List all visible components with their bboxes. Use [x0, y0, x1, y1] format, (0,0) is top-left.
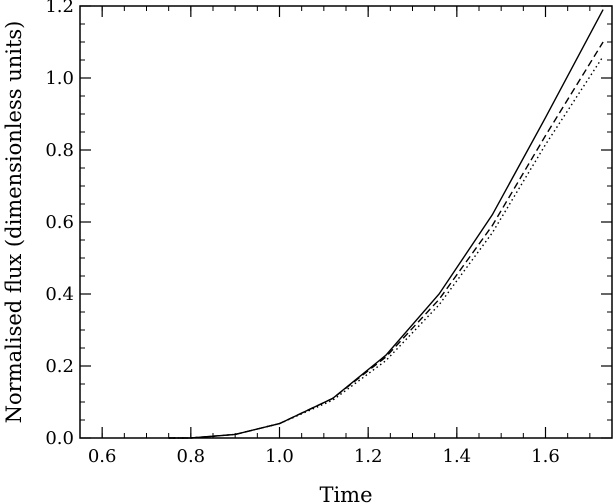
plot-frame — [79, 5, 613, 439]
x-tick-label: 1.0 — [265, 446, 294, 467]
y-tick-label: 0.0 — [45, 428, 74, 449]
y-axis-ticks: 0.0 0.2 0.4 0.6 0.8 1.0 1.2 — [45, 0, 612, 449]
y-tick-label: 1.2 — [45, 0, 74, 17]
y-axis-label: Normalised flux (dimensionless units) — [2, 21, 26, 424]
y-tick-label: 0.8 — [45, 140, 74, 161]
x-tick-label: 0.6 — [88, 446, 117, 467]
x-tick-label: 1.4 — [443, 446, 472, 467]
x-axis-label: Time — [319, 483, 372, 504]
series-line-solid — [168, 9, 604, 439]
y-tick-label: 0.2 — [45, 356, 74, 377]
x-tick-label: 1.6 — [531, 446, 560, 467]
series-line-dashed — [168, 41, 604, 439]
series-line-dotted — [168, 56, 604, 439]
x-tick-label: 1.2 — [354, 446, 383, 467]
x-axis-ticks: 0.6 0.8 1.0 1.2 1.4 1.6 — [88, 6, 591, 467]
series-layer — [168, 9, 604, 439]
x-tick-label: 0.8 — [177, 446, 206, 467]
y-tick-label: 0.6 — [45, 212, 74, 233]
y-tick-label: 0.4 — [45, 284, 74, 305]
y-tick-label: 1.0 — [45, 68, 74, 89]
